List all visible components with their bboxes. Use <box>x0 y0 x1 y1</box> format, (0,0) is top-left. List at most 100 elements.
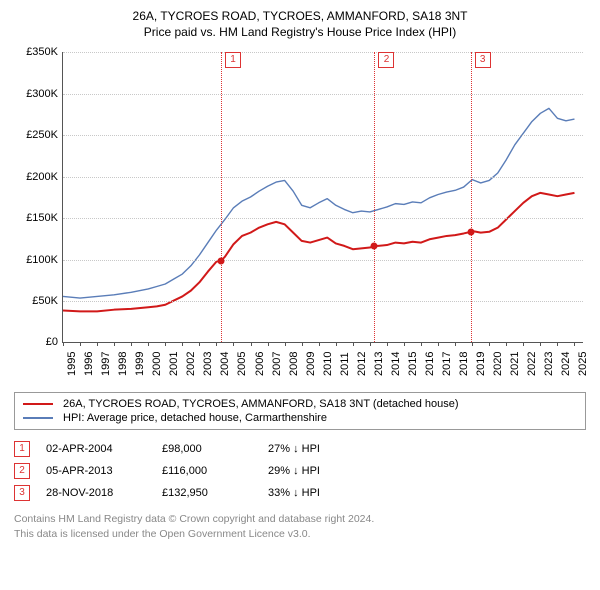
transaction-date: 05-APR-2013 <box>46 465 146 477</box>
x-tick <box>540 342 541 346</box>
x-tick-label: 2011 <box>339 353 349 377</box>
x-tick-label: 2019 <box>475 352 485 376</box>
y-tick-label: £300K <box>14 88 58 100</box>
event-marker: 1 <box>225 52 241 68</box>
x-tick-label: 1999 <box>134 352 144 376</box>
x-tick <box>387 342 388 346</box>
chart-card: 26A, TYCROES ROAD, TYCROES, AMMANFORD, S… <box>0 0 600 551</box>
plot-region: 1 2 3 <box>62 52 583 343</box>
x-tick <box>148 342 149 346</box>
x-tick <box>336 342 337 346</box>
x-tick-label: 2025 <box>577 352 587 376</box>
x-tick <box>233 342 234 346</box>
transaction-vs-hpi: 29% ↓ HPI <box>268 465 358 477</box>
legend-swatch <box>23 403 53 405</box>
x-tick <box>63 342 64 346</box>
x-tick-label: 2016 <box>424 352 434 376</box>
title-sub: Price paid vs. HM Land Registry's House … <box>14 24 586 40</box>
transaction-vs-hpi: 33% ↓ HPI <box>268 487 358 499</box>
x-tick-label: 2001 <box>168 352 178 376</box>
x-tick <box>131 342 132 346</box>
x-tick <box>165 342 166 346</box>
gridline <box>63 135 583 136</box>
x-tick <box>97 342 98 346</box>
x-tick-label: 1995 <box>66 352 76 376</box>
legend-swatch <box>23 417 53 419</box>
transactions-table: 102-APR-2004£98,00027% ↓ HPI205-APR-2013… <box>14 438 586 504</box>
gridline <box>63 52 583 53</box>
series-marker <box>467 229 474 236</box>
footer-line-2: This data is licensed under the Open Gov… <box>14 527 586 541</box>
series-price_paid <box>63 193 574 311</box>
event-marker: 3 <box>475 52 491 68</box>
transaction-row: 2 05-APR-2013 £116,000 29% ↓ HPI <box>14 460 586 482</box>
x-tick <box>557 342 558 346</box>
x-tick-label: 2021 <box>509 352 519 376</box>
y-tick-label: £250K <box>14 129 58 141</box>
x-tick-label: 2018 <box>458 352 468 376</box>
x-tick <box>268 342 269 346</box>
titles: 26A, TYCROES ROAD, TYCROES, AMMANFORD, S… <box>14 8 586 40</box>
x-tick <box>285 342 286 346</box>
x-tick-label: 2024 <box>560 352 570 376</box>
y-tick-label: £50K <box>14 295 58 307</box>
x-tick-label: 2023 <box>543 352 553 376</box>
x-tick-label: 2005 <box>236 352 246 376</box>
x-tick-label: 2004 <box>219 352 229 376</box>
y-tick-label: £0 <box>14 336 58 348</box>
x-tick <box>80 342 81 346</box>
gridline <box>63 260 583 261</box>
y-tick-label: £350K <box>14 46 58 58</box>
x-tick <box>404 342 405 346</box>
x-tick-label: 2003 <box>202 352 212 376</box>
gridline <box>63 94 583 95</box>
transaction-row: 328-NOV-2018£132,95033% ↓ HPI <box>14 482 586 504</box>
x-tick <box>199 342 200 346</box>
x-tick-label: 2006 <box>254 352 264 376</box>
x-tick <box>438 342 439 346</box>
transaction-index: 2 <box>14 463 30 479</box>
transaction-date: 28-NOV-2018 <box>46 487 146 499</box>
x-tick-label: 1998 <box>117 352 127 376</box>
x-tick-label: 1996 <box>83 352 93 376</box>
y-tick-label: £150K <box>14 212 58 224</box>
gridline <box>63 218 583 219</box>
x-tick-label: 2002 <box>185 352 195 376</box>
x-tick-label: 2008 <box>288 352 298 376</box>
x-tick-label: 2010 <box>322 352 332 376</box>
legend: 26A, TYCROES ROAD, TYCROES, AMMANFORD, S… <box>14 392 586 430</box>
x-tick-label: 2009 <box>305 352 315 376</box>
x-tick-label: 2012 <box>356 352 366 376</box>
x-tick <box>472 342 473 346</box>
event-marker: 2 <box>378 52 394 68</box>
x-tick <box>506 342 507 346</box>
transaction-price: £116,000 <box>162 465 252 477</box>
transaction-index: 3 <box>14 485 30 501</box>
transaction-row: 102-APR-2004£98,00027% ↓ HPI <box>14 438 586 460</box>
x-tick <box>251 342 252 346</box>
x-tick-label: 2020 <box>492 352 502 376</box>
x-tick <box>182 342 183 346</box>
footer-line-1: Contains HM Land Registry data © Crown c… <box>14 512 586 526</box>
chart-area: £0 £50K £100K £150K £200K £250K £300K £350K 1 2 3… <box>14 46 586 386</box>
y-tick-label: £100K <box>14 254 58 266</box>
transaction-date: 02-APR-2004 <box>46 443 146 455</box>
x-tick-label: 2015 <box>407 352 417 376</box>
x-tick <box>370 342 371 346</box>
x-tick <box>523 342 524 346</box>
transaction-price: £98,000 <box>162 443 252 455</box>
footer: Contains HM Land Registry data © Crown c… <box>14 512 586 540</box>
x-tick-label: 2007 <box>271 352 281 376</box>
y-tick-label: £200K <box>14 171 58 183</box>
x-tick-label: 2022 <box>526 352 536 376</box>
legend-label: HPI: Average price, detached house, Carm… <box>63 412 327 424</box>
x-tick-label: 2017 <box>441 352 451 376</box>
legend-row: 26A, TYCROES ROAD, TYCROES, AMMANFORD, S… <box>23 397 577 411</box>
transaction-index: 1 <box>14 441 30 457</box>
gridline <box>63 177 583 178</box>
series-marker <box>371 243 378 250</box>
line-canvas <box>63 52 583 342</box>
legend-label: 26A, TYCROES ROAD, TYCROES, AMMANFORD, S… <box>63 398 459 410</box>
x-tick <box>302 342 303 346</box>
x-tick <box>319 342 320 346</box>
